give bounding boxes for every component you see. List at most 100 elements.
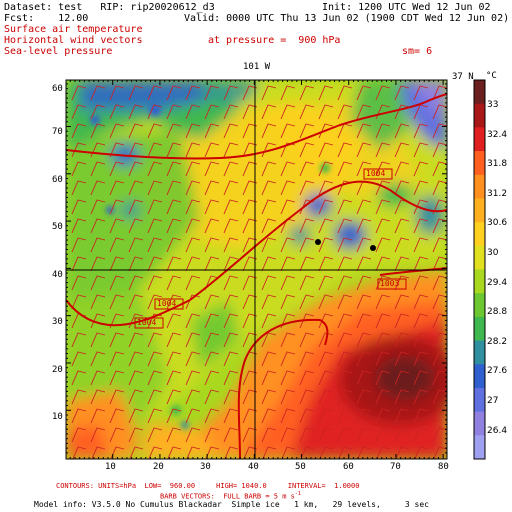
wind-barb (223, 85, 239, 101)
latitude-label: 37 N (452, 72, 474, 82)
wind-barb (319, 446, 334, 459)
wind-barb (395, 446, 410, 459)
wind-barb (185, 142, 201, 158)
wind-barb (204, 85, 220, 101)
wind-barb (109, 142, 125, 158)
wind-barb (223, 389, 239, 405)
y-tick-label: 60 (52, 175, 63, 185)
wind-barb (280, 161, 296, 177)
wind-barb (242, 389, 258, 405)
wind-barb (356, 389, 372, 405)
x-tick-label: 50 (295, 462, 306, 472)
wind-barb (110, 446, 125, 459)
barb-vectors-info: BARB VECTORS: FULL BARB = 5 m s-1 (160, 491, 301, 501)
wind-barb (337, 142, 353, 158)
x-tick-label: 60 (343, 462, 354, 472)
wind-barb (204, 370, 220, 386)
wind-barb (128, 104, 144, 120)
wind-barb (280, 313, 296, 329)
wind-barb (109, 199, 125, 215)
wind-barb (109, 332, 125, 348)
wind-barb (375, 218, 391, 234)
colorbar-swatch (474, 364, 485, 389)
valid-time-label: Valid: 0000 UTC Thu 13 Jun 02 (1900 CDT … (184, 13, 510, 24)
wind-barb (185, 389, 201, 405)
wind-barb (223, 256, 239, 272)
wind-barb (204, 294, 220, 310)
y-tick-label: 50 (52, 222, 63, 232)
wind-barb (318, 294, 334, 310)
wind-barb (261, 85, 277, 101)
wind-barb (413, 123, 429, 139)
wind-barb (318, 142, 334, 158)
wind-barb (413, 427, 429, 443)
wind-barb (299, 123, 315, 139)
wind-barb (261, 237, 277, 253)
station-marker (315, 239, 321, 245)
wind-barb (318, 275, 334, 291)
wind-barb (71, 389, 87, 405)
wind-barb (356, 85, 372, 101)
wind-barb (299, 427, 315, 443)
wind-barb (90, 294, 106, 310)
wind-barb (147, 408, 163, 424)
wind-barb (356, 142, 372, 158)
wind-barb (204, 408, 220, 424)
wind-barb (375, 408, 391, 424)
wind-barb (318, 85, 334, 101)
wind-barb (90, 351, 106, 367)
wind-barb (223, 237, 239, 253)
wind-barb (71, 370, 87, 386)
wind-barb (356, 332, 372, 348)
wind-barb (204, 332, 220, 348)
wind-barb (356, 199, 372, 215)
wind-barb (185, 427, 201, 443)
wind-barb (299, 104, 315, 120)
wind-barb (394, 123, 410, 139)
wind-barb (242, 408, 258, 424)
wind-barb (394, 294, 410, 310)
wind-barb (280, 351, 296, 367)
wind-barb (147, 427, 163, 443)
x-tick-label: 80 (438, 462, 449, 472)
wind-barb (223, 218, 239, 234)
wind-barb (128, 256, 144, 272)
wind-barb (356, 370, 372, 386)
longitude-label: 101 W (243, 62, 271, 72)
colorbar-swatch (474, 174, 485, 199)
wind-barb (318, 370, 334, 386)
wind-barb (299, 313, 315, 329)
wind-barb (394, 351, 410, 367)
wind-barb (90, 85, 106, 101)
wind-barb (432, 389, 447, 405)
wind-barb (375, 332, 391, 348)
wind-barb (90, 256, 106, 272)
wind-barb (432, 161, 447, 177)
wind-barb (413, 142, 429, 158)
wind-barb (109, 180, 125, 196)
wind-barb (128, 351, 144, 367)
wind-barb (71, 85, 87, 101)
wind-barb (261, 408, 277, 424)
isobar-north (66, 93, 447, 160)
wind-barb (280, 123, 296, 139)
wind-barb (90, 370, 106, 386)
wind-barb (109, 161, 125, 177)
wind-barb (318, 427, 334, 443)
wind-barb (413, 408, 429, 424)
wind-barb (356, 104, 372, 120)
wind-barb (166, 256, 182, 272)
wind-barb (128, 427, 144, 443)
wind-barb (204, 180, 220, 196)
wind-barb (261, 351, 277, 367)
wind-barb (223, 104, 239, 120)
wind-barb (375, 389, 391, 405)
wind-barb (280, 237, 296, 253)
wind-barb (413, 85, 429, 101)
colorbar-label: 27 (487, 396, 499, 406)
colorbar-label: 27.6 (487, 366, 508, 376)
wind-barb (223, 332, 239, 348)
wind-barb (413, 237, 429, 253)
wind-barb (337, 275, 353, 291)
wind-barb (204, 427, 220, 443)
